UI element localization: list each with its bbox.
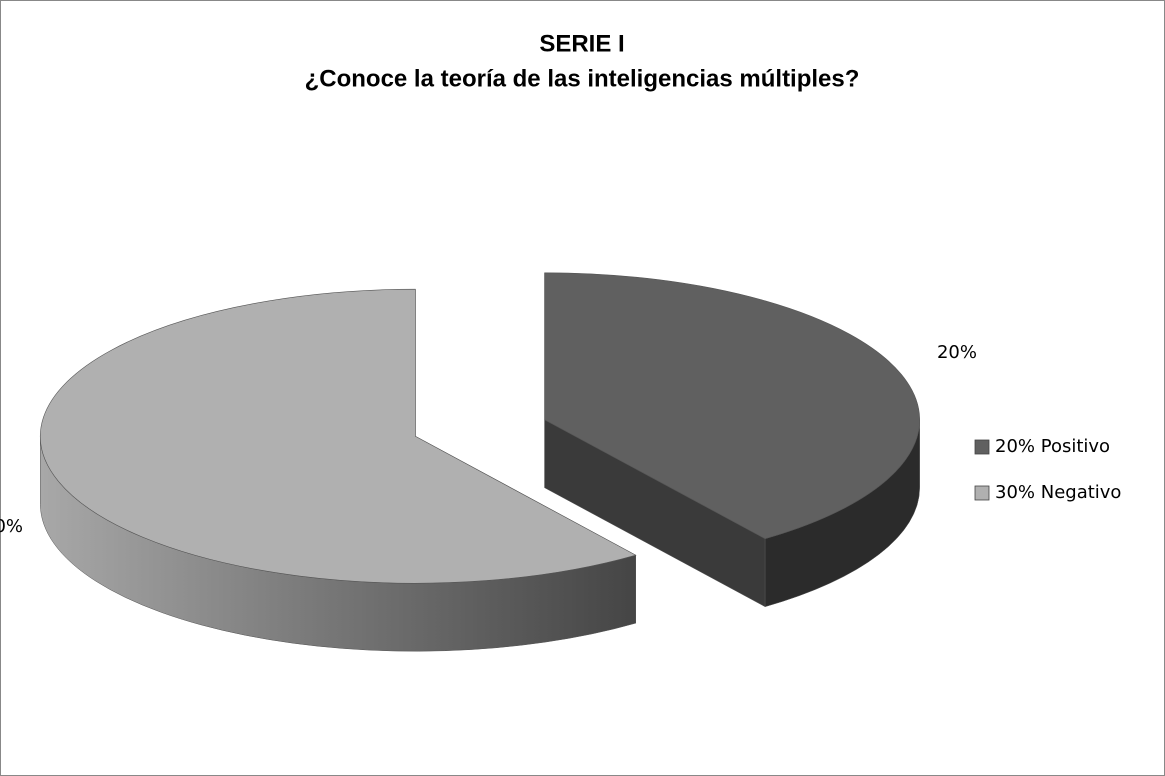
chart-title: SERIE I <box>539 30 624 57</box>
data-label: 20% <box>937 342 977 363</box>
slice-top <box>40 288 637 584</box>
pie-slice <box>40 288 637 652</box>
pie-slice <box>544 272 920 608</box>
data-label: 30% <box>0 516 23 537</box>
slice-top <box>544 272 920 540</box>
legend-swatch <box>974 485 990 501</box>
chart-title: ¿Conoce la teoría de las inteligencias m… <box>305 65 860 92</box>
legend-swatch <box>974 439 990 455</box>
legend-label: 30% Negativo <box>995 482 1121 503</box>
legend-label: 20% Positivo <box>995 436 1110 457</box>
